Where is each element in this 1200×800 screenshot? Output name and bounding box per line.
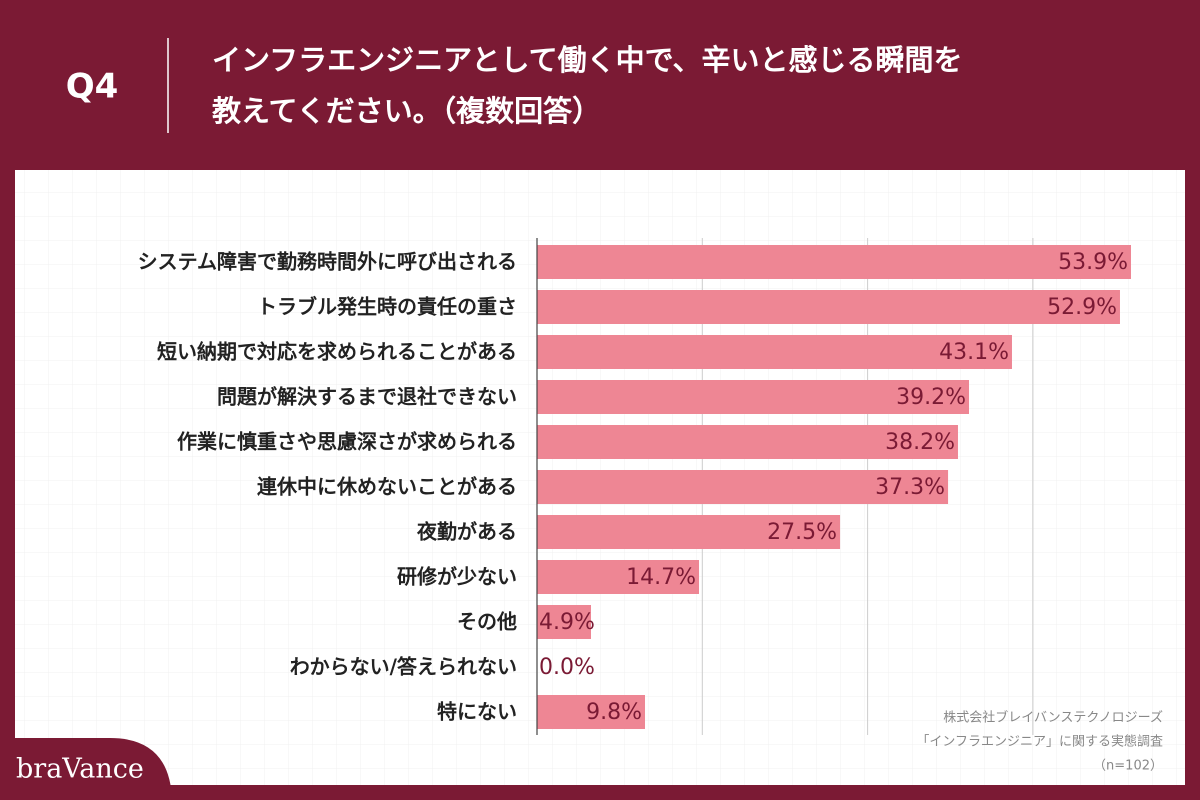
value-label: 14.7% bbox=[626, 565, 696, 590]
category-label: わからない/答えられない bbox=[290, 655, 517, 679]
brand-logo: braVance bbox=[16, 754, 144, 785]
value-label: 27.5% bbox=[767, 520, 837, 545]
bar bbox=[537, 335, 1012, 369]
title-line: インフラエンジニアとして働く中で、辛いと感じる瞬間を bbox=[212, 43, 963, 77]
bar bbox=[537, 515, 841, 549]
value-label: 0.0% bbox=[539, 655, 595, 680]
bar bbox=[537, 380, 969, 414]
value-label: 37.3% bbox=[875, 475, 945, 500]
bar bbox=[537, 470, 949, 504]
source: （n=102） bbox=[1093, 759, 1163, 774]
value-label: 38.2% bbox=[885, 430, 955, 455]
source: 株式会社ブレイバンステクノロジーズ bbox=[943, 710, 1163, 726]
category-label: システム障害で勤務時間外に呼び出される bbox=[138, 250, 517, 274]
question-number: Q4 bbox=[66, 67, 119, 107]
category-label: 短い納期で対応を求められることがある bbox=[157, 340, 517, 364]
value-label: 9.8% bbox=[586, 700, 642, 725]
category-label: 特にない bbox=[437, 700, 517, 724]
value-label: 52.9% bbox=[1047, 295, 1117, 320]
bar bbox=[537, 560, 699, 594]
category-label: その他 bbox=[457, 610, 517, 634]
bar bbox=[537, 605, 591, 639]
title-line: 教えてください。（複数回答） bbox=[212, 94, 601, 128]
category-label: トラブル発生時の責任の重さ bbox=[257, 295, 517, 319]
bar bbox=[537, 695, 645, 729]
value-label: 4.9% bbox=[539, 610, 595, 635]
value-label: 43.1% bbox=[939, 340, 1009, 365]
brand-tab bbox=[0, 738, 172, 800]
source: 「インフラエンジニア」に関する実態調査 bbox=[916, 734, 1163, 750]
category-label: 研修が少ない bbox=[397, 565, 517, 589]
bar bbox=[537, 425, 958, 459]
category-label: 問題が解決するまで退社できない bbox=[217, 385, 517, 409]
value-label: 53.9% bbox=[1058, 250, 1128, 275]
category-label: 夜勤がある bbox=[416, 520, 517, 544]
category-label: 連休中に休めないことがある bbox=[257, 475, 517, 499]
bar bbox=[537, 245, 1131, 279]
value-label: 39.2% bbox=[896, 385, 966, 410]
bar bbox=[537, 290, 1120, 324]
category-label: 作業に慎重さや思慮深さが求められる bbox=[177, 430, 517, 454]
